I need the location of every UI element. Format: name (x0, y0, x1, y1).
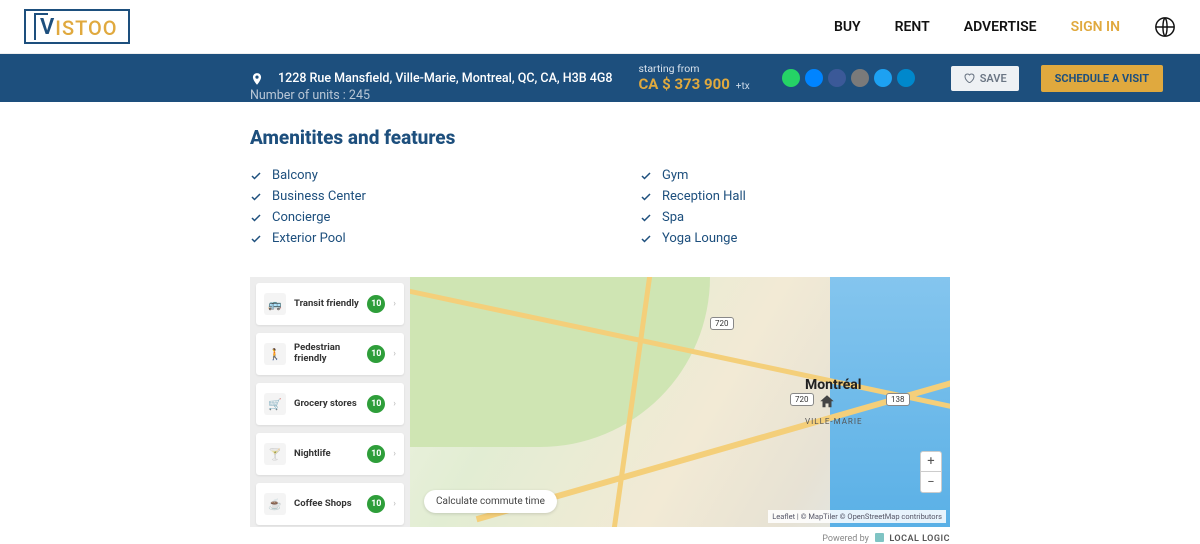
check-icon (250, 233, 262, 245)
powered-prefix: Powered by (822, 534, 869, 544)
listing-sticky-bar: 1228 Rue Mansfield, Ville-Marie, Montrea… (0, 54, 1200, 102)
amenity-label: Spa (662, 210, 684, 225)
chevron-right-icon: › (393, 399, 396, 409)
map-pin-icon (250, 71, 264, 85)
share-icon[interactable] (805, 69, 823, 87)
check-icon (640, 191, 652, 203)
amenity-item: Business Center (250, 186, 580, 207)
map-marker-icon (818, 393, 836, 411)
category-icon: 🍸 (264, 443, 286, 465)
zoom-out-button[interactable]: − (921, 472, 941, 492)
logo-v: V (34, 15, 54, 40)
route-shield: 720 (790, 393, 814, 406)
amenities-col-right: Gym Reception Hall Spa Yoga Lounge (640, 165, 970, 249)
category-label: Pedestrian friendly (294, 343, 359, 365)
map-attribution: Leaflet | © MapTiler © OpenStreetMap con… (768, 510, 946, 523)
category-card[interactable]: 🚌 Transit friendly 10 › (256, 283, 404, 325)
category-card[interactable]: 🍸 Nightlife 10 › (256, 433, 404, 475)
share-icon[interactable] (851, 69, 869, 87)
check-icon (250, 170, 262, 182)
chevron-right-icon: › (393, 349, 396, 359)
category-label: Transit friendly (294, 299, 359, 310)
amenity-label: Exterior Pool (272, 231, 346, 246)
chevron-right-icon: › (393, 299, 396, 309)
powered-by: Powered by LOCAL LOGIC (0, 527, 1200, 544)
amenity-item: Spa (640, 207, 970, 228)
top-nav: V ISTOO BUY RENT ADVERTISE SIGN IN (0, 0, 1200, 54)
share-icon[interactable] (828, 69, 846, 87)
share-icon[interactable] (782, 69, 800, 87)
category-icon: 🚌 (264, 293, 286, 315)
category-score: 10 (367, 295, 385, 313)
amenity-item: Concierge (250, 207, 580, 228)
check-icon (250, 191, 262, 203)
logo-rest: ISTOO (55, 16, 117, 40)
category-icon: ☕ (264, 493, 286, 515)
amenity-item: Gym (640, 165, 970, 186)
category-label: Grocery stores (294, 399, 359, 410)
check-icon (640, 212, 652, 224)
category-score: 10 (367, 345, 385, 363)
nav-advertise[interactable]: ADVERTISE (964, 19, 1037, 35)
price-box: starting from CA $ 373 900 +tx (638, 63, 749, 93)
ghost-units-text: Number of units : 245 (250, 88, 370, 103)
map-district-label: VILLE-MARIE (805, 417, 863, 426)
category-list[interactable]: 🚌 Transit friendly 10 › 🚶 Pedestrian friendly… (250, 277, 410, 527)
nav-signin[interactable]: SIGN IN (1071, 19, 1120, 35)
amenity-label: Balcony (272, 168, 318, 183)
map-zoom: + − (920, 451, 942, 493)
category-card[interactable]: ☕ Coffee Shops 10 › (256, 483, 404, 525)
check-icon (250, 212, 262, 224)
share-icon[interactable] (897, 69, 915, 87)
locallogic-icon (875, 533, 884, 542)
category-score: 10 (367, 495, 385, 513)
amenity-label: Gym (662, 168, 688, 183)
map-city-label: Montréal (805, 377, 862, 393)
social-share (782, 69, 915, 87)
map-canvas[interactable]: Montréal VILLE-MARIE 720 138 720 Calcula… (410, 277, 950, 527)
amenity-item: Exterior Pool (250, 228, 580, 249)
amenity-label: Reception Hall (662, 189, 746, 204)
amenity-label: Yoga Lounge (662, 231, 737, 246)
nav-links: BUY RENT ADVERTISE SIGN IN (834, 16, 1176, 38)
amenity-item: Reception Hall (640, 186, 970, 207)
route-shield: 138 (886, 393, 910, 406)
chevron-right-icon: › (393, 499, 396, 509)
category-score: 10 (367, 395, 385, 413)
content: Amenitites and features Balcony Business … (0, 126, 1200, 527)
share-icon[interactable] (874, 69, 892, 87)
logo[interactable]: V ISTOO (24, 9, 130, 44)
category-label: Coffee Shops (294, 499, 359, 510)
chevron-right-icon: › (393, 449, 396, 459)
zoom-in-button[interactable]: + (921, 452, 941, 472)
category-icon: 🛒 (264, 393, 286, 415)
nav-buy[interactable]: BUY (834, 19, 861, 35)
amenity-item: Yoga Lounge (640, 228, 970, 249)
price-amount: CA $ 373 900 (638, 75, 729, 93)
amenities-heading: Amenitites and features (250, 126, 950, 149)
amenities-col-left: Balcony Business Center Concierge Exterior … (250, 165, 580, 249)
amenities-grid: Balcony Business Center Concierge Exterior … (250, 165, 950, 249)
globe-icon[interactable] (1154, 16, 1176, 38)
check-icon (640, 170, 652, 182)
category-score: 10 (367, 445, 385, 463)
amenity-label: Business Center (272, 189, 366, 204)
nav-rent[interactable]: RENT (895, 19, 930, 35)
category-label: Nightlife (294, 449, 359, 460)
price-tax: +tx (736, 81, 750, 92)
commute-button[interactable]: Calculate commute time (424, 490, 557, 513)
save-label: SAVE (980, 72, 1007, 85)
route-shield: 720 (710, 317, 734, 330)
check-icon (640, 233, 652, 245)
schedule-visit-button[interactable]: SCHEDULE A VISIT (1041, 65, 1163, 92)
amenity-item: Balcony (250, 165, 580, 186)
amenity-label: Concierge (272, 210, 330, 225)
listing-address: 1228 Rue Mansfield, Ville-Marie, Montrea… (278, 71, 612, 86)
save-button[interactable]: SAVE (951, 66, 1019, 91)
category-card[interactable]: 🛒 Grocery stores 10 › (256, 383, 404, 425)
map-widget: 🚌 Transit friendly 10 › 🚶 Pedestrian friendly… (250, 277, 950, 527)
powered-brand: LOCAL LOGIC (889, 534, 950, 544)
category-card[interactable]: 🚶 Pedestrian friendly 10 › (256, 333, 404, 375)
category-icon: 🚶 (264, 343, 286, 365)
